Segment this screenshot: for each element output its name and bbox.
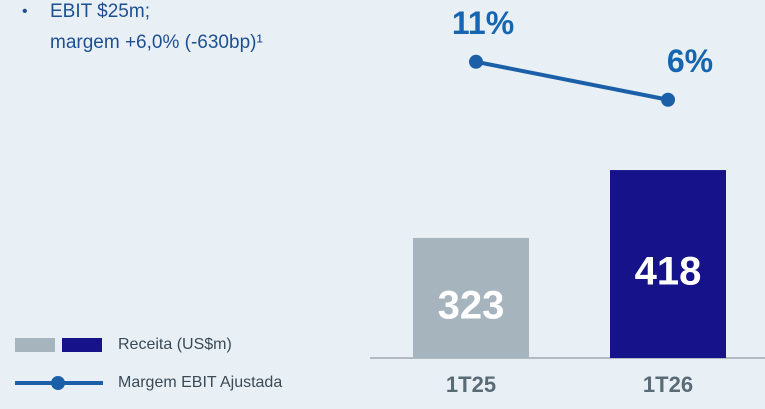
- line-value-label: 11%: [452, 5, 514, 41]
- legend-swatch: [62, 338, 102, 352]
- x-tick-label: 1T26: [643, 372, 693, 397]
- line-point: [661, 92, 675, 107]
- bar-value-label: 323: [438, 284, 505, 328]
- legend-swatch: [15, 338, 55, 352]
- line: [475, 59, 669, 102]
- line-point: [469, 54, 483, 69]
- legend-point: [51, 376, 65, 390]
- x-tick-label: 1T25: [446, 372, 496, 397]
- annotation: EBIT $25m;: [50, 1, 150, 22]
- bar-value-label: 418: [635, 250, 702, 294]
- bar: [610, 170, 726, 358]
- annotation: margem +6,0% (-630bp)¹: [50, 32, 263, 53]
- line-value-label: 6%: [667, 43, 713, 79]
- bullet: •: [22, 3, 28, 20]
- bar: [413, 237, 529, 358]
- legend-label: Margem EBIT Ajustada: [118, 374, 282, 391]
- legend-label: Receita (US$m): [118, 336, 232, 353]
